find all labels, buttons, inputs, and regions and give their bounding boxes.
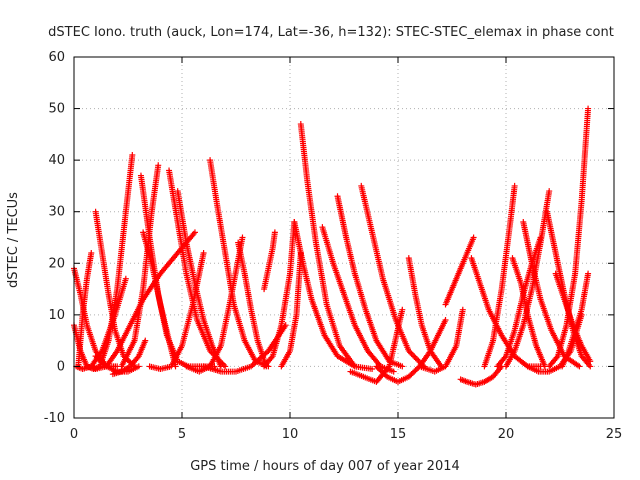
data-points	[71, 105, 594, 388]
data-point	[369, 366, 376, 373]
data-point	[576, 363, 583, 370]
data-point	[399, 363, 406, 370]
y-tick-label: 50	[48, 102, 65, 117]
plot-area-border	[73, 56, 615, 419]
data-point	[88, 249, 95, 256]
data-point	[585, 270, 592, 277]
data-point	[239, 234, 246, 241]
data-point	[155, 162, 162, 169]
x-tick-label: 20	[498, 427, 515, 442]
data-point	[142, 337, 149, 344]
data-point	[191, 229, 198, 236]
y-tick-label: 0	[57, 359, 65, 374]
y-tick-label: 20	[48, 256, 65, 271]
data-point	[129, 151, 136, 158]
data-point	[442, 317, 449, 324]
chart-title: dSTEC Iono. truth (auck, Lon=174, Lat=-3…	[48, 25, 614, 40]
y-axis-label: dSTEC / TECUs	[6, 192, 21, 288]
y-tick-label: 10	[48, 308, 65, 323]
data-point	[390, 368, 397, 375]
data-point	[200, 249, 207, 256]
data-point	[411, 353, 418, 360]
x-axis-label: GPS time / hours of day 007 of year 2014	[190, 459, 460, 474]
y-tick-label: 30	[48, 205, 65, 220]
data-point	[511, 182, 518, 189]
data-point	[122, 275, 129, 282]
data-point	[408, 350, 415, 357]
y-tick-label: -10	[44, 411, 65, 426]
x-tick-label: 15	[390, 427, 407, 442]
data-point	[470, 234, 477, 241]
axis-ticks: 0 5 10 15 20 25 -10 0 10 20 30 40 50 60	[44, 50, 623, 442]
data-point	[409, 352, 416, 359]
data-point	[414, 356, 421, 363]
x-tick-label: 10	[282, 427, 299, 442]
x-tick-label: 0	[70, 427, 78, 442]
data-point	[412, 354, 419, 361]
x-tick-label: 5	[178, 427, 186, 442]
x-tick-label: 25	[606, 427, 623, 442]
y-tick-label: 60	[48, 50, 65, 65]
data-point	[585, 105, 592, 112]
data-point	[102, 362, 109, 369]
data-point	[399, 306, 406, 313]
data-point	[382, 372, 389, 379]
y-tick-label: 40	[48, 153, 65, 168]
data-point	[217, 363, 224, 370]
data-point	[546, 188, 553, 195]
data-point	[271, 229, 278, 236]
data-point	[587, 358, 594, 365]
data-point	[135, 363, 142, 370]
data-point	[459, 306, 466, 313]
data-point	[587, 363, 594, 370]
